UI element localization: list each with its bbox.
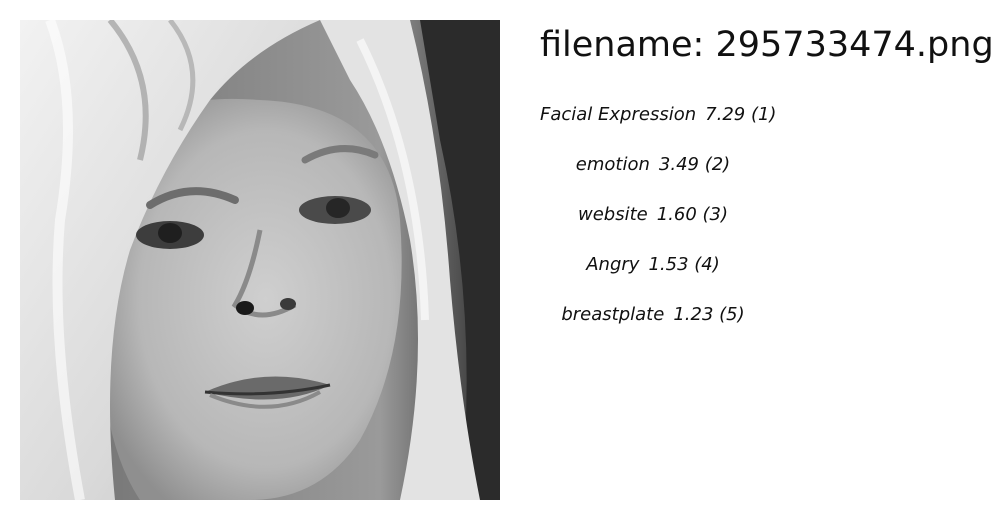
label-name: website (577, 204, 648, 225)
label-name: emotion (575, 154, 650, 175)
filename-value: 295733474.png (715, 25, 994, 65)
label-rank: (1) (750, 104, 777, 125)
filename-heading: filename: 295733474.png (540, 22, 994, 68)
label-rank: (2) (704, 154, 731, 175)
label-row: emotion 3.49 (2) (540, 153, 766, 177)
face-photo (20, 20, 500, 500)
label-score: 3.49 (658, 154, 699, 175)
label-score: 1.60 (656, 204, 697, 225)
label-row: Angry 1.53 (4) (540, 253, 766, 277)
label-score: 1.53 (648, 254, 689, 275)
label-rank: (3) (702, 204, 729, 225)
label-score: 1.23 (673, 304, 714, 325)
face-photo-drawing (20, 20, 500, 500)
label-rank: (5) (719, 304, 745, 325)
label-name: breastplate (561, 304, 665, 325)
label-row: website 1.60 (3) (540, 203, 766, 227)
label-row: Facial Expression 7.29 (1) (540, 103, 776, 127)
label-score: 7.29 (705, 104, 746, 125)
label-name: Facial Expression (540, 104, 697, 125)
label-row: breastplate 1.23 (5) (540, 303, 766, 327)
filename-prefix: filename: (540, 25, 705, 65)
label-name: Angry (586, 254, 640, 275)
label-rank: (4) (694, 254, 720, 275)
